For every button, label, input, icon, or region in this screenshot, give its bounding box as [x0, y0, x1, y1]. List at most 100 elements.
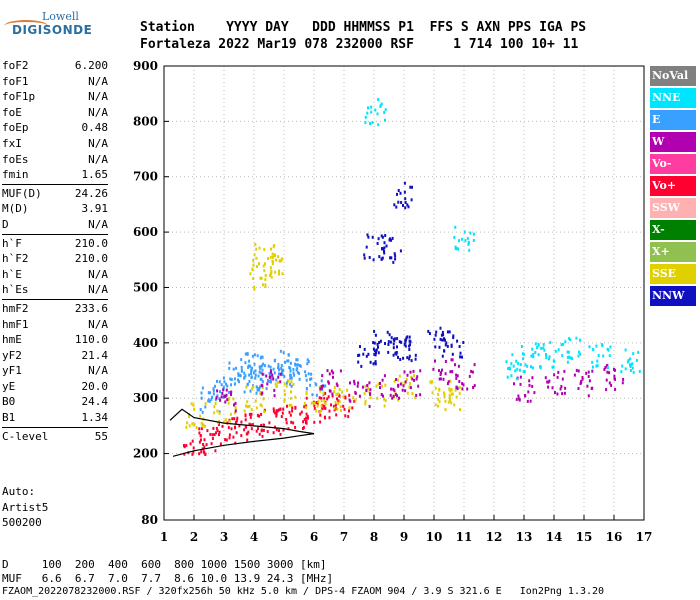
- echo-point: [511, 353, 514, 357]
- echo-point: [272, 245, 275, 249]
- echo-point: [246, 383, 249, 387]
- echo-point: [397, 355, 399, 359]
- echo-point: [449, 389, 452, 393]
- echo-point: [338, 394, 341, 398]
- echo-point: [259, 356, 262, 360]
- echo-point: [207, 398, 210, 402]
- echo-point: [250, 366, 253, 370]
- echo-point: [222, 385, 225, 389]
- echo-point: [282, 428, 285, 432]
- echo-point: [531, 384, 534, 388]
- echo-point: [406, 203, 409, 207]
- echo-point: [230, 383, 232, 387]
- echo-point: [321, 387, 324, 391]
- echo-point: [338, 393, 341, 397]
- echo-point: [629, 369, 632, 372]
- echo-point: [272, 431, 275, 435]
- echo-point: [322, 393, 325, 397]
- echo-point: [377, 237, 380, 241]
- echo-point: [282, 351, 285, 355]
- echo-point: [305, 416, 308, 420]
- echo-point: [392, 353, 395, 357]
- legend-entry: W: [650, 132, 696, 152]
- echo-point: [461, 382, 464, 386]
- echo-point: [224, 438, 227, 442]
- echo-point: [289, 361, 292, 365]
- echo-point: [451, 358, 454, 362]
- echo-point: [353, 379, 356, 383]
- x-tick-label: 7: [340, 530, 348, 544]
- echo-point: [243, 428, 246, 432]
- param-value: N/A: [88, 317, 108, 331]
- echo-point: [522, 352, 525, 356]
- echo-point: [406, 356, 409, 360]
- param-key: C-level: [2, 429, 49, 443]
- echo-point: [353, 382, 356, 386]
- echo-point: [188, 424, 191, 428]
- echo-point: [363, 256, 366, 260]
- echo-point: [230, 427, 233, 431]
- echo-point: [244, 414, 247, 418]
- echo-point: [448, 387, 451, 391]
- echo-point: [294, 405, 297, 409]
- echo-point: [453, 403, 456, 407]
- echo-point: [444, 343, 447, 347]
- echo-point: [348, 409, 350, 413]
- param-row: hmF2 233.6: [2, 301, 108, 317]
- echo-point: [357, 381, 360, 385]
- echo-point: [212, 392, 215, 396]
- echo-point: [440, 333, 443, 337]
- echo-point: [373, 329, 376, 333]
- echo-point: [371, 235, 374, 239]
- param-value: N/A: [88, 152, 108, 166]
- echo-point: [270, 270, 273, 274]
- echo-point: [299, 364, 302, 368]
- echo-point: [277, 365, 280, 369]
- echo-point: [251, 423, 254, 427]
- echo-point: [216, 389, 219, 393]
- y-tick-label: 400: [133, 336, 158, 350]
- echo-point: [384, 383, 387, 387]
- echo-point: [188, 415, 191, 418]
- echo-point: [305, 421, 308, 425]
- echo-point: [279, 259, 282, 263]
- param-row: h`F2 210.0: [2, 251, 108, 267]
- echo-point: [222, 376, 225, 380]
- echo-point: [278, 259, 281, 263]
- echo-point: [630, 363, 633, 367]
- virtual-height-trace-lower: [172, 433, 315, 457]
- echo-point: [361, 385, 364, 389]
- echo-point: [279, 372, 282, 376]
- echo-point: [204, 424, 206, 428]
- echo-point: [252, 384, 254, 388]
- echo-point: [449, 379, 452, 383]
- param-separator: [2, 298, 108, 300]
- y-tick-label: 200: [133, 447, 158, 461]
- footer-distance-row: D 100 200 400 600 800 1000 1500 3000 [km…: [2, 558, 327, 571]
- echo-point: [296, 370, 299, 374]
- echo-point: [319, 420, 322, 424]
- echo-point: [273, 388, 276, 392]
- echo-point: [261, 380, 264, 384]
- echo-point: [250, 368, 253, 372]
- echo-point: [259, 403, 262, 407]
- echo-point: [258, 385, 261, 389]
- echo-point: [225, 388, 228, 392]
- echo-point: [305, 412, 308, 416]
- echo-point: [260, 355, 263, 359]
- echo-point: [294, 363, 297, 367]
- echo-point: [203, 445, 206, 449]
- echo-point: [509, 367, 511, 371]
- echo-point: [266, 430, 269, 434]
- echo-point: [280, 258, 283, 262]
- echo-point: [213, 405, 216, 409]
- echo-point: [516, 376, 519, 380]
- echo-point: [553, 359, 556, 363]
- echo-point: [246, 352, 249, 356]
- echo-point: [531, 376, 534, 380]
- echo-point: [637, 350, 640, 354]
- echo-point: [321, 403, 324, 407]
- echo-point: [417, 384, 420, 388]
- echo-point: [515, 397, 518, 401]
- echo-point: [394, 393, 397, 396]
